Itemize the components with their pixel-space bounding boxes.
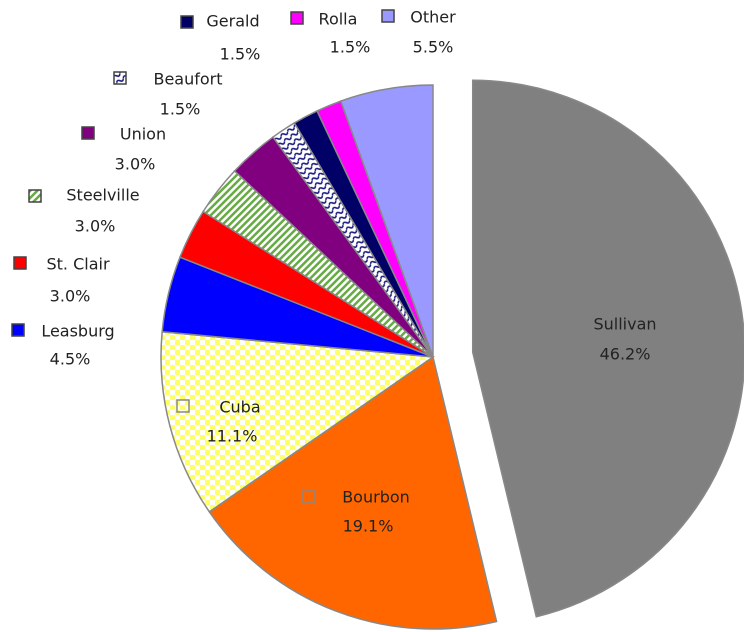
legend-key bbox=[28, 189, 42, 203]
legend-key bbox=[81, 126, 95, 140]
slice-label: Cuba bbox=[219, 398, 260, 417]
slice-label: Beaufort bbox=[153, 70, 222, 89]
slice-value-label: 5.5% bbox=[413, 38, 454, 57]
slice-value-label: 46.2% bbox=[600, 345, 651, 364]
pie-slice bbox=[160, 330, 436, 513]
slice-label: Rolla bbox=[319, 10, 358, 29]
slice-value-label: 3.0% bbox=[50, 287, 91, 306]
slice-value-label: 4.5% bbox=[50, 350, 91, 369]
slice-value-label: 11.1% bbox=[207, 427, 258, 446]
slice-value-label: 1.5% bbox=[330, 38, 371, 57]
slice-label: Sullivan bbox=[593, 315, 656, 334]
slice-label: Gerald bbox=[206, 12, 259, 31]
slice-value-label: 19.1% bbox=[343, 517, 394, 536]
pie-slice bbox=[208, 355, 498, 630]
legend-key bbox=[113, 71, 127, 85]
slice-label: Bourbon bbox=[342, 488, 410, 507]
legend-key bbox=[381, 9, 395, 23]
legend-key bbox=[290, 11, 304, 25]
slice-value-label: 3.0% bbox=[115, 155, 156, 174]
pie-slice bbox=[471, 79, 744, 618]
legend-key bbox=[176, 399, 190, 413]
pie-slice bbox=[339, 84, 434, 358]
legend-key bbox=[301, 490, 315, 504]
legend-key bbox=[13, 256, 27, 270]
slice-label: St. Clair bbox=[46, 255, 109, 274]
slice-value-label: 1.5% bbox=[220, 45, 261, 64]
slice-label: Leasburg bbox=[41, 322, 114, 341]
slice-label: Other bbox=[410, 8, 456, 27]
slice-label: Steelville bbox=[66, 186, 139, 205]
slice-label: Union bbox=[120, 125, 166, 144]
slice-value-label: 3.0% bbox=[75, 217, 116, 236]
legend-key bbox=[11, 323, 25, 337]
slice-value-label: 1.5% bbox=[160, 100, 201, 119]
legend-key bbox=[180, 15, 194, 29]
